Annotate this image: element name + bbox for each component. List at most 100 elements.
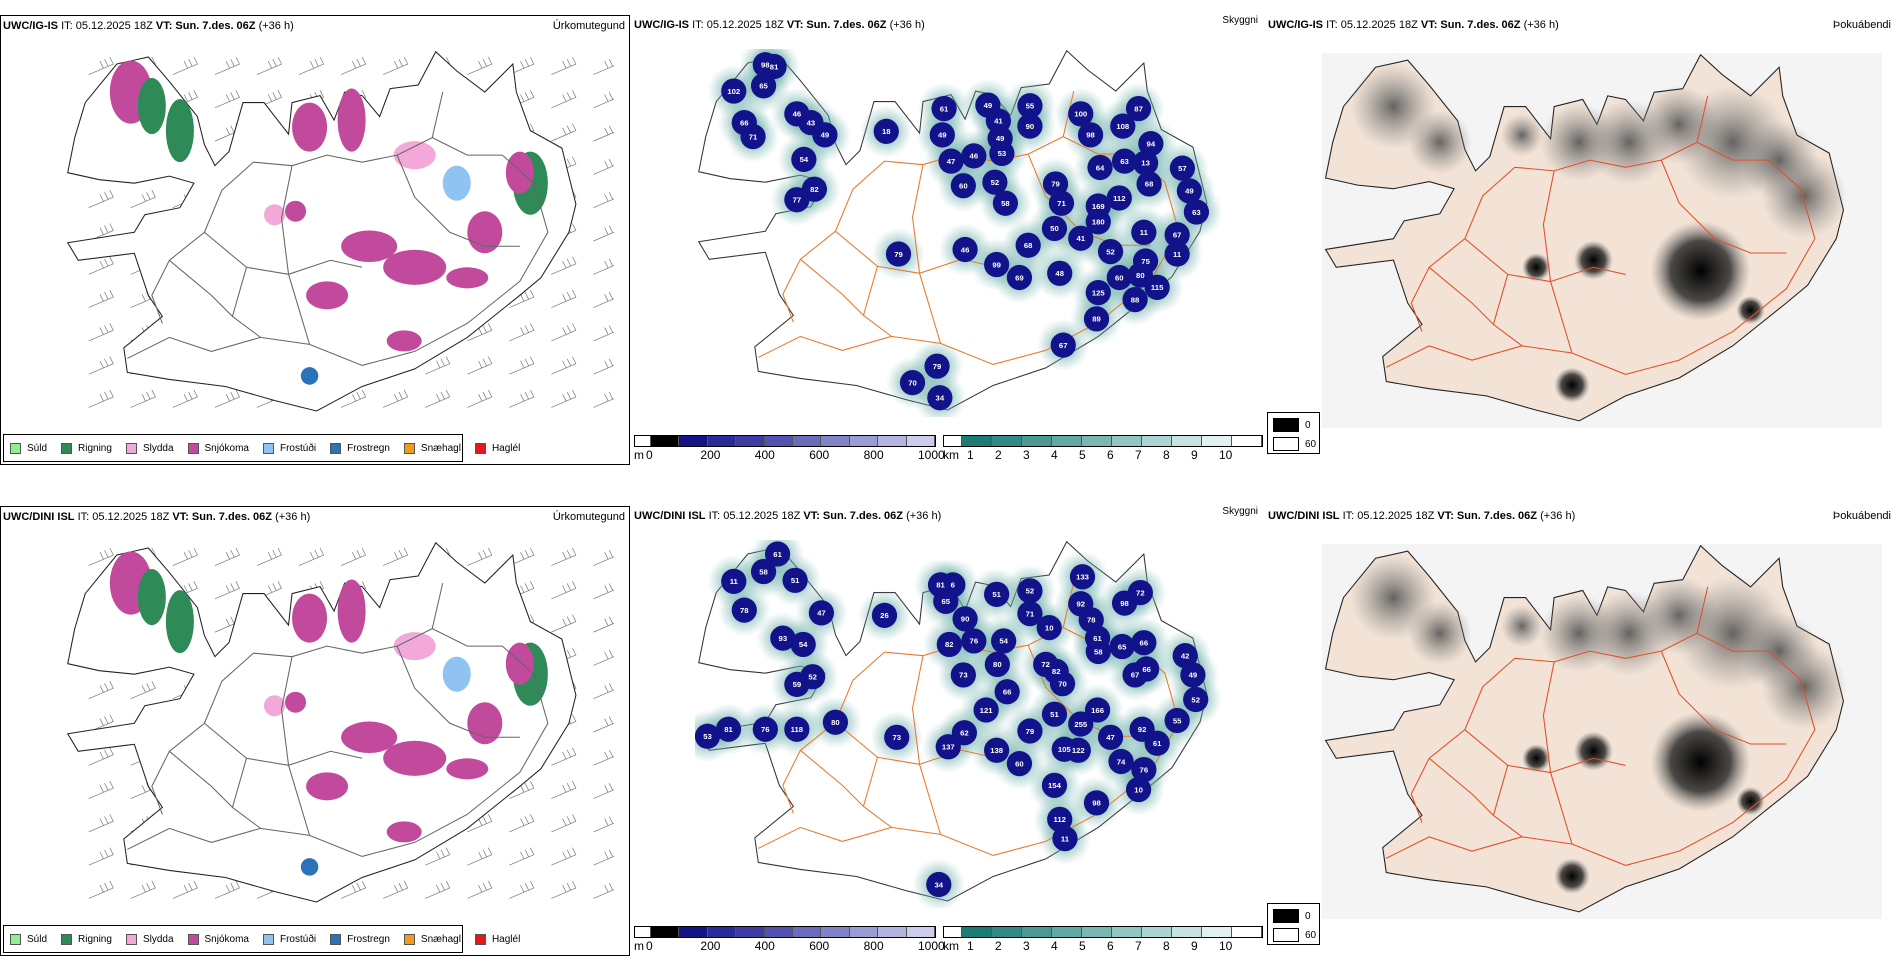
- legend-item-2: Slydda: [125, 442, 174, 454]
- precip-area: [386, 330, 422, 352]
- fog-indicator-panel: 0 60 UWC/IG-IS IT: 05.12.2025 18Z VT: Su…: [1265, 15, 1895, 465]
- precip-area: [263, 695, 286, 717]
- low-ceiling-area: [1134, 656, 1160, 682]
- wind-barb: [383, 880, 409, 899]
- legend-item-3: Snjókoma: [187, 933, 249, 945]
- ceiling-value-label: 43: [807, 118, 816, 127]
- low-ceiling-area: [992, 190, 1019, 216]
- ceiling-value-label: 26: [880, 611, 889, 620]
- low-ceiling-area: [1069, 564, 1096, 590]
- forecast-row-ig-is: UWC/IG-IS IT: 05.12.2025 18Z VT: Sun. 7.…: [0, 15, 1900, 475]
- ceiling-value-label: 41: [994, 117, 1003, 126]
- fog-shading: [1407, 601, 1472, 666]
- ceiling-value-label: 121: [980, 706, 994, 715]
- fog-legend-min: 0: [1305, 911, 1311, 922]
- colorbar-cell: [1022, 436, 1052, 446]
- legend-swatch: [61, 933, 73, 945]
- legend-item-0: Súld: [10, 933, 47, 945]
- forecast-row-dini-isl: UWC/DINI ISL IT: 05.12.2025 18Z VT: Sun.…: [0, 506, 1900, 966]
- wind-barb: [88, 747, 114, 766]
- header-issue: IT: 05.12.2025 18Z: [1326, 19, 1418, 31]
- wind-barb: [593, 225, 614, 242]
- colorbar-cell: [764, 436, 794, 446]
- low-ceiling-area: [1110, 113, 1136, 139]
- legend-label: Snæhagl: [420, 933, 461, 945]
- fog-shading: [1500, 113, 1544, 157]
- panel-header: UWC/IG-IS IT: 05.12.2025 18Z VT: Sun. 7.…: [3, 20, 294, 32]
- ceiling-value-label: 34: [936, 394, 945, 403]
- legend-swatch: [474, 933, 486, 945]
- precip-area: [383, 249, 447, 285]
- low-ceiling-area: [1050, 332, 1076, 358]
- wind-barb: [593, 358, 614, 375]
- low-ceiling-area: [1172, 643, 1198, 669]
- header-issue: IT: 05.12.2025 18Z: [61, 20, 153, 32]
- legend-swatch: [125, 933, 137, 945]
- visibility-panel: UWC/IG-IS IT: 05.12.2025 18Z VT: Sun. 7.…: [632, 15, 1263, 465]
- ceiling-value-label: 93: [779, 634, 788, 643]
- ceiling-value-label: 80: [993, 660, 1002, 669]
- wind-barb: [509, 547, 535, 566]
- wind-barb: [593, 158, 614, 175]
- wind-barb: [340, 389, 367, 408]
- wind-barb: [509, 847, 535, 866]
- ceiling-value-label: 67: [1059, 341, 1068, 350]
- wind-barb: [340, 56, 367, 75]
- ceiling-value-label: 58: [1001, 199, 1010, 208]
- colorbar-cell: [707, 927, 737, 937]
- low-ceiling-area: [936, 631, 962, 658]
- low-ceiling-area: [1087, 154, 1113, 181]
- ceiling-value-label: 68: [1145, 180, 1154, 189]
- wind-barb: [467, 323, 493, 342]
- ceiling-value-label: 80: [1136, 271, 1145, 280]
- panel-title: Þokuábendi: [1832, 510, 1891, 522]
- precip-area: [300, 858, 319, 876]
- legend-swatch: [262, 442, 274, 454]
- wind-barb: [172, 389, 198, 408]
- low-ceiling-area: [1049, 671, 1076, 697]
- precip-area: [467, 211, 503, 254]
- panel-title: Úrkomutegund: [552, 511, 625, 523]
- ceiling-value-label: 71: [1026, 609, 1035, 618]
- colorbar-cell: [962, 436, 992, 446]
- colorbar-tick: 800: [863, 448, 884, 462]
- fog-indicator-map: [1322, 53, 1882, 428]
- low-ceiling-area: [933, 588, 959, 614]
- wind-barb: [425, 847, 451, 866]
- ceiling-value-label: 154: [1048, 781, 1062, 790]
- ceiling-value-label: 42: [1181, 651, 1190, 660]
- wind-barb: [88, 681, 114, 700]
- colorbar-cell: [849, 927, 879, 937]
- ceiling-value-label: 71: [749, 132, 758, 141]
- colorbar-tick: 1000: [918, 448, 945, 462]
- ceiling-value-label: 112: [1113, 194, 1125, 203]
- wind-barb: [256, 547, 283, 566]
- ceiling-value-label: 81: [936, 581, 945, 590]
- low-ceiling-area: [924, 353, 950, 379]
- low-ceiling-area: [1017, 578, 1043, 604]
- low-ceiling-area: [1017, 600, 1043, 627]
- wind-barb: [214, 581, 240, 600]
- low-ceiling-area: [1136, 171, 1162, 197]
- ceiling-value-label: 34: [935, 880, 944, 889]
- colorbar-cell: [992, 436, 1022, 446]
- low-ceiling-area: [721, 78, 747, 104]
- ceiling-value-label: 108: [1116, 122, 1130, 131]
- ceiling-value-label: 79: [894, 250, 903, 259]
- ceiling-value-label: 65: [759, 82, 768, 91]
- fog-high-area: [1736, 295, 1765, 325]
- low-ceiling-area: [1106, 185, 1132, 211]
- wind-barb: [593, 92, 614, 109]
- colorbar-cell: [764, 927, 794, 937]
- legend-swatch: [10, 933, 21, 945]
- wind-barb: [551, 847, 577, 866]
- legend-label: Haglél: [491, 933, 521, 945]
- header-model: UWC/DINI ISL: [634, 510, 706, 522]
- wind-barb: [551, 547, 577, 566]
- visibility-panel: UWC/DINI ISL IT: 05.12.2025 18Z VT: Sun.…: [632, 506, 1263, 956]
- colorbar-cell: [793, 436, 822, 446]
- low-ceiling-area: [973, 697, 999, 723]
- precip-area: [383, 740, 447, 776]
- low-ceiling-area: [1132, 248, 1159, 274]
